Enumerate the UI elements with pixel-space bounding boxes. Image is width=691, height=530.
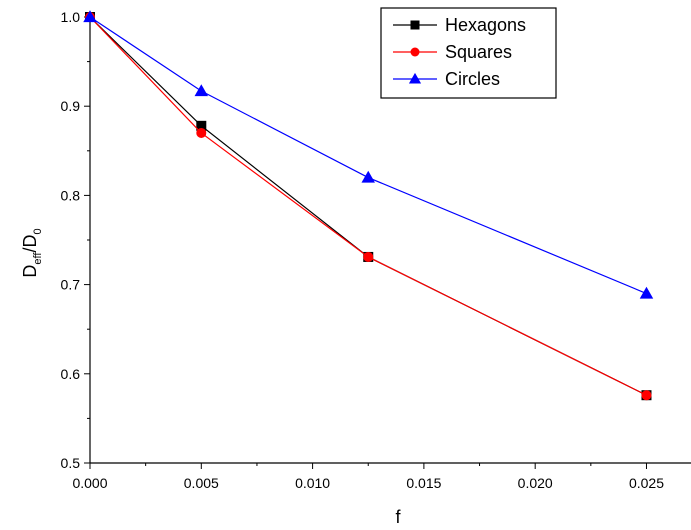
data-point xyxy=(196,127,207,138)
x-tick-label: 0.025 xyxy=(629,475,664,491)
x-tick-label: 0.015 xyxy=(406,475,441,491)
series-circles xyxy=(83,10,654,299)
data-point xyxy=(408,72,422,84)
y-tick-label: 0.8 xyxy=(61,187,81,203)
x-tick-label: 0.005 xyxy=(184,475,219,491)
y-tick-label: 1.0 xyxy=(61,9,81,25)
data-point xyxy=(194,84,209,97)
x-tick-label: 0.020 xyxy=(518,475,553,491)
axes: 0.000 0.005 0.010 0.015 0.020 0.025 0.5 0.6 0.7 0… xyxy=(61,9,691,491)
y-axis-label-main: D xyxy=(20,265,40,278)
y-tick-label: 0.5 xyxy=(61,455,81,471)
data-point xyxy=(363,251,374,262)
y-axis-label-sub1: eff xyxy=(32,252,44,265)
series-layer xyxy=(83,10,654,401)
y-tick-label: 0.7 xyxy=(61,277,81,293)
legend-item: Circles xyxy=(393,69,500,89)
legend-label: Hexagons xyxy=(445,15,526,35)
y-axis-label-sep: /D xyxy=(20,235,40,253)
data-point xyxy=(639,286,654,299)
data-point xyxy=(410,47,420,57)
y-tick-label: 0.9 xyxy=(61,98,81,114)
series-line xyxy=(89,16,647,295)
x-axis-label: f xyxy=(395,507,401,527)
data-point xyxy=(196,120,207,131)
data-point xyxy=(641,390,652,401)
series-line xyxy=(89,16,647,396)
legend-label: Circles xyxy=(445,69,500,89)
legend: Hexagons Squares Circles xyxy=(380,7,557,99)
x-tick-label: 0.010 xyxy=(295,475,330,491)
data-point xyxy=(83,10,97,23)
y-axis-label-sub2: 0 xyxy=(32,228,44,234)
data-point xyxy=(361,170,375,183)
legend-item: Hexagons xyxy=(393,15,526,35)
legend-label: Squares xyxy=(445,42,512,62)
data-point xyxy=(410,20,420,30)
y-axis-label: Deff/D0 xyxy=(20,228,44,277)
series-line xyxy=(89,16,647,396)
x-tick-label: 0.000 xyxy=(72,475,107,491)
y-tick-label: 0.6 xyxy=(61,366,81,382)
legend-item: Squares xyxy=(393,42,512,62)
